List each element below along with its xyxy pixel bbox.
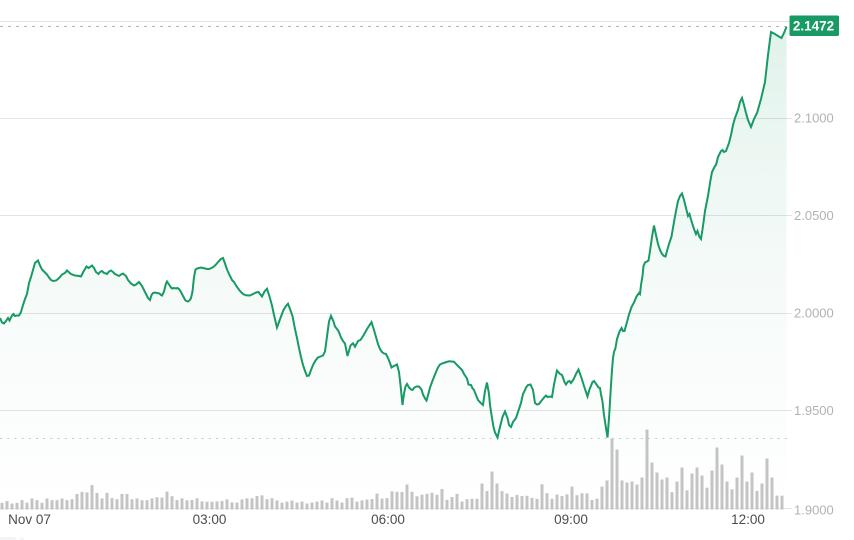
svg-text:2.1000: 2.1000 [794,111,834,126]
svg-text:Nov 07: Nov 07 [8,512,51,527]
svg-text:2.0000: 2.0000 [794,306,834,321]
svg-text:12:00: 12:00 [731,512,765,527]
svg-text:03:00: 03:00 [193,512,227,527]
svg-text:2.1472: 2.1472 [793,19,834,34]
svg-text:09:00: 09:00 [554,512,588,527]
svg-text:2.0500: 2.0500 [794,208,834,223]
svg-text:06:00: 06:00 [371,512,405,527]
svg-text:1.9500: 1.9500 [794,403,834,418]
svg-text:1.9000: 1.9000 [794,503,834,518]
